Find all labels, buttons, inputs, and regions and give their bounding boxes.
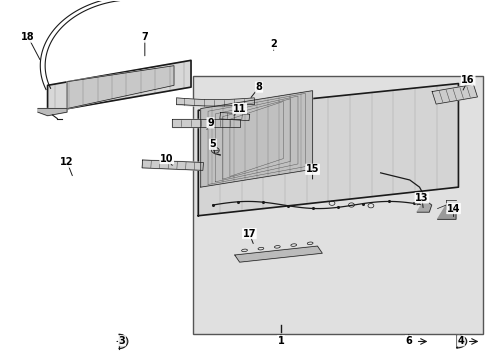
Text: 13: 13: [414, 193, 428, 203]
Polygon shape: [47, 60, 191, 112]
Text: 18: 18: [21, 32, 35, 42]
Polygon shape: [437, 205, 455, 219]
Text: 6: 6: [405, 336, 411, 346]
Text: 5: 5: [209, 139, 216, 149]
Text: 8: 8: [255, 82, 262, 92]
Polygon shape: [119, 334, 127, 348]
Text: 7: 7: [141, 32, 148, 42]
Polygon shape: [142, 160, 203, 170]
Text: 14: 14: [446, 203, 459, 213]
Text: 12: 12: [60, 157, 74, 167]
Text: 17: 17: [242, 229, 256, 239]
Text: 1: 1: [277, 336, 284, 346]
Polygon shape: [431, 85, 476, 104]
Polygon shape: [67, 66, 174, 109]
Text: 2: 2: [270, 39, 277, 49]
Text: 9: 9: [206, 118, 213, 128]
Text: 4: 4: [457, 336, 463, 346]
Text: 10: 10: [160, 154, 173, 163]
Polygon shape: [171, 119, 239, 127]
Text: 3: 3: [119, 336, 125, 346]
Text: 16: 16: [461, 75, 474, 85]
Text: 11: 11: [232, 104, 246, 113]
Polygon shape: [198, 84, 458, 216]
Polygon shape: [201, 91, 312, 187]
Polygon shape: [234, 246, 322, 262]
Polygon shape: [38, 109, 67, 116]
Bar: [193, 76, 482, 334]
Polygon shape: [220, 112, 249, 121]
Polygon shape: [456, 335, 466, 348]
Polygon shape: [416, 200, 431, 212]
Text: 15: 15: [305, 164, 319, 174]
Circle shape: [211, 148, 219, 153]
